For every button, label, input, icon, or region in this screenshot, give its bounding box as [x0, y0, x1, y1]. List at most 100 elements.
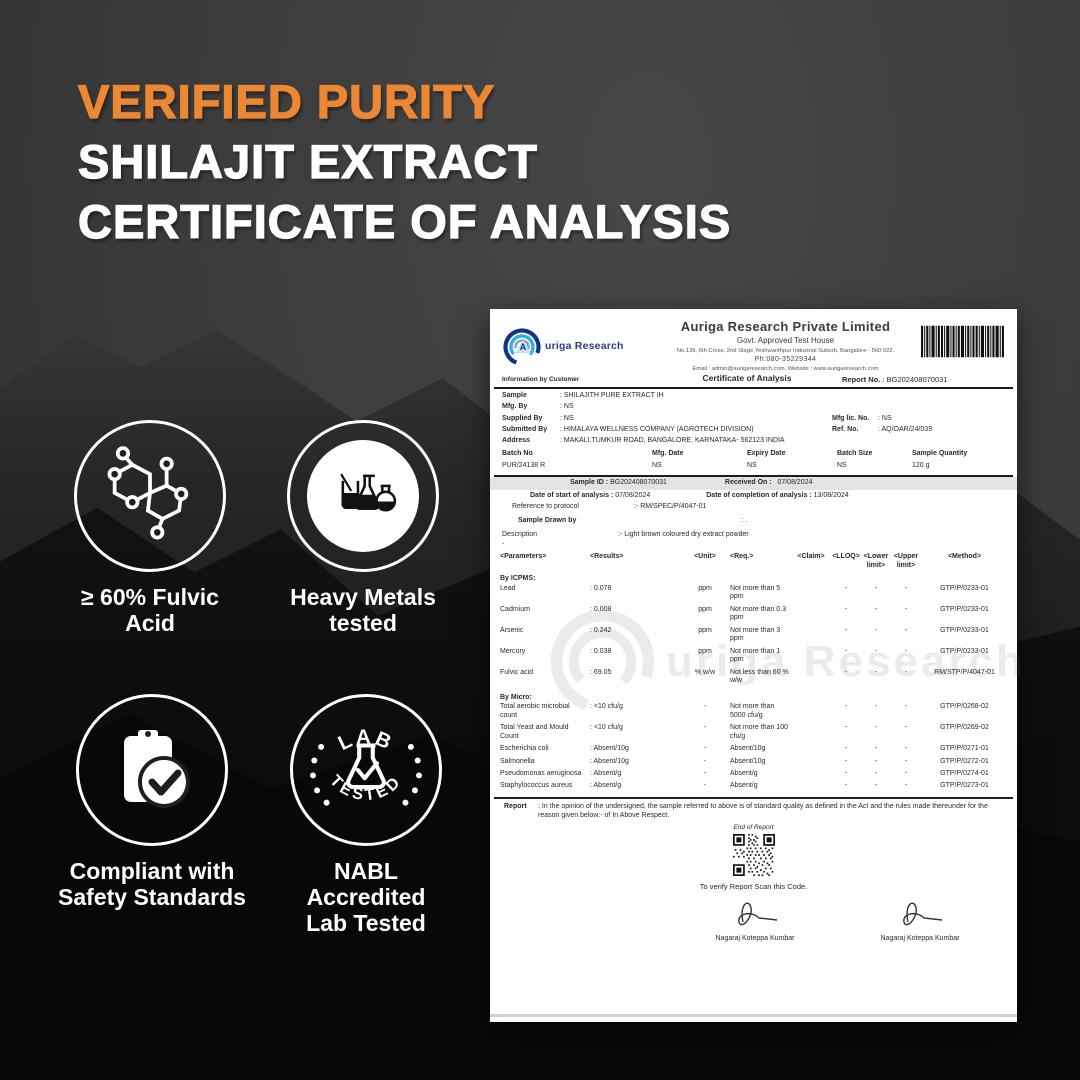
table-header-cell: <Method> — [947, 553, 982, 561]
field-label: Mfg lic. No. — [832, 414, 870, 422]
table-cell: - — [904, 757, 908, 765]
table-cell: Not more than 3 ppm — [730, 626, 781, 643]
badge-label-line: Compliant with — [69, 858, 235, 884]
protocol-label: Reference to protocol — [512, 503, 579, 511]
table-cell: Not more than 0.3 ppm — [730, 605, 787, 622]
table-cell — [792, 585, 832, 603]
seal-flask — [346, 743, 386, 790]
table-cell: : Absent/10g — [590, 745, 629, 753]
table-cell: Absent/10g — [730, 745, 766, 753]
batch-value: NS — [652, 462, 662, 470]
badge-label-line: Acid — [125, 610, 175, 636]
field-label: Address — [502, 437, 531, 445]
table-cell: Absent/10g — [730, 757, 766, 765]
end-of-report: End of Report — [733, 824, 774, 832]
table-cell — [792, 703, 832, 721]
table-row: Mercury: 0.038 ppm Not more than 1 ppm - - - G… — [490, 648, 1017, 666]
protocol-row: Reference to protocol :- RM/SPEC/P/4047-… — [490, 500, 1017, 512]
table-cell — [792, 669, 832, 687]
badge-label-line: Safety Standards — [58, 884, 246, 910]
table-cell: - — [703, 724, 707, 732]
table-cell — [792, 745, 832, 754]
badge-label: NABL Accredited Lab Tested — [266, 858, 466, 936]
table-cell: Lead — [500, 584, 516, 592]
field-supplied-by: Supplied By : NS — [502, 415, 832, 424]
table-cell — [792, 606, 832, 624]
start-date-value: 07/08/2024 — [615, 491, 651, 499]
table-cell: : 0.038 — [590, 647, 612, 655]
badge-heavy-metals: Heavy Metals tested — [263, 420, 463, 636]
table-cell: GTP/P/0233-01 — [940, 584, 989, 592]
table-cell: - — [874, 782, 878, 790]
sample-id-value: BG202408070031 — [610, 478, 667, 486]
table-cell: : Absent/10g — [590, 757, 629, 765]
table-header-cell: <Parameters> — [500, 553, 547, 561]
table-cell: Not more than 5000 cfu/g — [730, 703, 775, 720]
received-on-value: 07/08/2024 — [777, 478, 813, 486]
completion-date-label: Date of completion of analysis : — [706, 491, 812, 499]
table-cell: - — [904, 668, 908, 676]
signer-name: Nagaraj Koteppa Kumbar — [880, 935, 960, 943]
verify-instruction: To verify Report Scan this Code. — [699, 882, 808, 892]
table-cell: Not more than 100 cfu/g — [730, 724, 788, 741]
field-label: Mfg. By — [502, 403, 528, 411]
clipboard-check-icon — [124, 730, 190, 808]
page-edge — [490, 1014, 1017, 1017]
hero-title-line2: SHILAJIT EXTRACT — [77, 134, 538, 188]
table-cell: ppm — [698, 647, 712, 655]
molecule-icon — [107, 446, 189, 540]
badge-safety-compliance: Compliant with Safety Standards — [52, 694, 252, 910]
protocol-value: :- RM/SPEC/P/4047-01 — [634, 503, 707, 511]
badge-circle: LAB TESTED — [290, 694, 442, 846]
company-name: Auriga Research Private Limited — [680, 319, 891, 334]
batch-value: NS — [747, 462, 757, 470]
table-cell: - — [904, 703, 908, 711]
field-label: Supplied By — [502, 414, 543, 422]
field-mfg-lic: Mfg lic. No.: NS — [832, 415, 1007, 424]
table-cell: - — [703, 757, 707, 765]
table-cell: - — [844, 626, 848, 634]
company-phone: Ph:080-35229344 — [754, 356, 817, 364]
field-value: : AQ/OAR/24/039 — [878, 425, 933, 433]
batch-header: Batch Size — [837, 450, 873, 458]
field-value: : NS — [560, 414, 574, 422]
auriga-logo: A uriga Research — [502, 327, 650, 367]
table-cell: GTP/P/0274-01 — [940, 769, 989, 777]
table-cell: - — [874, 703, 878, 711]
report-opinion-text: : In the opinion of the undersigned, the… — [538, 802, 988, 819]
table-cell: - — [874, 745, 878, 753]
sample-id-band: Sample ID : BG202408070031 Received On :… — [490, 476, 1017, 490]
sample-drawn-row: Sample Drawn by : . — [490, 512, 1017, 526]
batch-value: NS — [837, 462, 847, 470]
table-cell: GTP/P/0268-02 — [940, 703, 989, 711]
hero-title-block: VERIFIED PURITY SHILAJIT EXTRACT CERTIFI… — [77, 72, 731, 252]
watermark-logo-icon — [550, 609, 655, 714]
table-cell: Absent/g — [730, 769, 758, 777]
table-row: Pseudomonas aeruginosa: Absent/g - Absent/… — [490, 770, 1017, 779]
sample-drawn-value: : . — [741, 517, 748, 525]
field-value: : HIMALAYA WELLNESS COMPANY (AGROTECH DI… — [560, 425, 754, 433]
svg-text:LAB: LAB — [335, 726, 397, 755]
table-cell: : Absent/g — [590, 782, 622, 790]
hero-title-accent: VERIFIED PURITY — [77, 74, 496, 128]
table-cell: : <10 cfu/g — [590, 703, 623, 711]
table-cell: Total aerobic microbial count — [500, 703, 570, 720]
badge-label-line: Lab Tested — [306, 910, 426, 936]
table-cell: Mercury — [500, 647, 526, 655]
badge-label-line: ≥ 60% Fulvic — [81, 584, 219, 610]
badge-disc — [307, 440, 419, 552]
table-cell — [792, 627, 832, 645]
completion-date-value: 13/08/2024 — [813, 491, 849, 499]
table-cell: Not less than 60 % w/w — [730, 668, 789, 685]
start-date-label: Date of start of analysis : — [530, 491, 614, 499]
table-cell: Total Yeast and Mould Count — [500, 724, 569, 741]
dash-row: - — [502, 540, 505, 548]
table-cell: - — [844, 757, 848, 765]
table-row: Escherichia coli: Absent/10g - Absent/10g -… — [490, 745, 1017, 754]
certificate-header: A uriga Research Auriga Research Private… — [490, 309, 1017, 373]
table-cell — [792, 770, 832, 779]
field-value: : NS — [560, 403, 574, 411]
qr-code — [732, 834, 775, 877]
table-row: Total aerobic microbial count : <10 cfu/g… — [490, 703, 1017, 721]
badge-label: Heavy Metals tested — [263, 584, 463, 636]
